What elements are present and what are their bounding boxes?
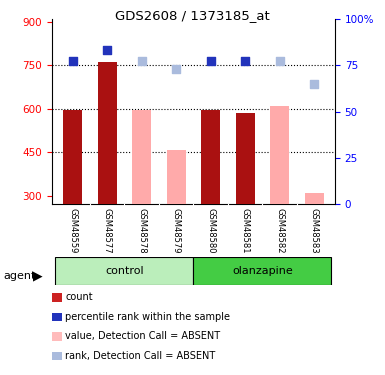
- Point: [311, 81, 317, 87]
- Text: agent: agent: [4, 271, 36, 280]
- Text: GSM48579: GSM48579: [172, 208, 181, 254]
- Bar: [63, 110, 82, 204]
- Text: ▶: ▶: [33, 269, 42, 282]
- Point: [173, 66, 179, 72]
- Bar: [132, 110, 151, 204]
- Bar: [305, 193, 324, 204]
- Point: [104, 47, 110, 53]
- Bar: [270, 106, 289, 204]
- Point: [70, 58, 76, 64]
- Text: control: control: [105, 266, 144, 276]
- Text: olanzapine: olanzapine: [232, 266, 293, 276]
- Point: [277, 58, 283, 64]
- Text: GSM48578: GSM48578: [137, 208, 146, 254]
- Text: GSM48581: GSM48581: [241, 208, 250, 254]
- Bar: [167, 150, 186, 204]
- Point: [208, 58, 214, 64]
- Text: count: count: [65, 292, 93, 302]
- Text: percentile rank within the sample: percentile rank within the sample: [65, 312, 231, 322]
- Text: rank, Detection Call = ABSENT: rank, Detection Call = ABSENT: [65, 351, 216, 361]
- Bar: [98, 62, 117, 204]
- Bar: [55, 257, 194, 285]
- Point: [139, 58, 145, 64]
- Text: value, Detection Call = ABSENT: value, Detection Call = ABSENT: [65, 332, 221, 341]
- Text: GSM48559: GSM48559: [68, 208, 77, 254]
- Text: GSM48577: GSM48577: [103, 208, 112, 254]
- Bar: [201, 110, 220, 204]
- Bar: [194, 257, 331, 285]
- Point: [242, 58, 248, 64]
- Text: GSM48580: GSM48580: [206, 208, 215, 254]
- Text: GSM48582: GSM48582: [275, 208, 284, 254]
- Text: GDS2608 / 1373185_at: GDS2608 / 1373185_at: [115, 9, 270, 22]
- Text: GSM48583: GSM48583: [310, 208, 319, 254]
- Bar: [236, 113, 255, 204]
